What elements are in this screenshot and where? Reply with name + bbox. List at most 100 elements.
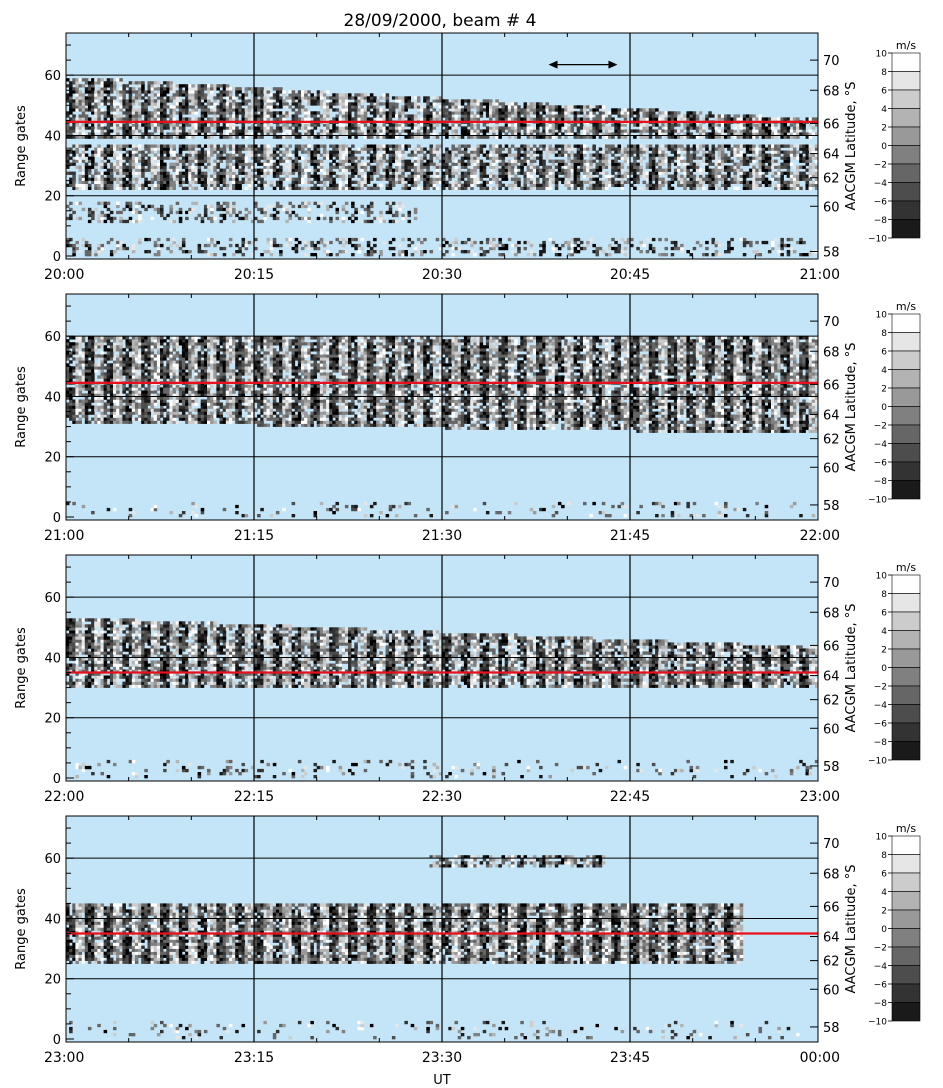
echo-cell <box>203 153 208 157</box>
echo-cell <box>122 84 126 88</box>
echo-cell <box>771 153 775 157</box>
echo-cell <box>460 114 465 118</box>
echo-cell <box>272 111 277 115</box>
echo-cell <box>131 108 136 112</box>
echo-cell <box>648 108 653 112</box>
echo-cell <box>181 123 186 127</box>
echo-cell <box>717 156 722 160</box>
echo-cell <box>410 135 415 139</box>
echo-cell <box>717 129 722 133</box>
echo-cell <box>730 153 734 157</box>
echo-cell <box>153 126 158 130</box>
echo-cell <box>467 108 471 112</box>
echo-cell <box>454 114 459 118</box>
echo-cell <box>470 186 474 191</box>
echo-cell <box>160 132 164 136</box>
echo-cell <box>172 108 177 112</box>
echo-cell <box>238 90 242 94</box>
echo-cell <box>285 156 289 160</box>
echo-cell <box>81 165 86 169</box>
echo-cell <box>438 144 443 148</box>
echo-cell <box>717 144 722 148</box>
echo-cell <box>520 171 524 175</box>
echo-cell <box>711 156 716 160</box>
echo-cell <box>369 156 374 160</box>
echo-cell <box>241 180 246 185</box>
echo-cell <box>429 114 434 118</box>
echo-cell <box>661 168 665 172</box>
echo-cell <box>191 135 195 139</box>
echo-cell <box>454 117 459 121</box>
echo-cell <box>617 147 622 151</box>
echo-cell <box>297 180 302 185</box>
echo-cell <box>448 126 452 130</box>
echo-cell <box>579 144 584 148</box>
echo-cell <box>391 180 396 185</box>
echo-cell <box>344 150 349 154</box>
echo-cell <box>589 126 593 130</box>
echo-cell <box>210 183 214 188</box>
echo-cell <box>203 114 208 118</box>
echo-cell <box>360 117 365 121</box>
echo-cell <box>160 99 164 103</box>
echo-cell <box>554 186 559 191</box>
echo-cell <box>147 147 152 151</box>
echo-cell <box>413 132 418 136</box>
echo-cell <box>413 165 418 169</box>
echo-cell <box>677 132 681 136</box>
echo-cell <box>617 135 622 139</box>
echo-cell <box>75 156 79 160</box>
echo-cell <box>222 84 227 88</box>
echo-cell <box>194 159 199 163</box>
echo-cell <box>651 186 656 191</box>
echo-cell <box>557 162 562 166</box>
echo-cell <box>297 123 302 127</box>
echo-cell <box>661 117 665 121</box>
echo-cell <box>97 180 101 185</box>
echo-cell <box>589 114 593 118</box>
echo-cell <box>369 93 374 97</box>
echo-cell <box>391 135 396 139</box>
echo-cell <box>651 156 656 160</box>
echo-cell <box>241 159 246 163</box>
echo-cell <box>564 183 568 188</box>
echo-cell <box>514 135 518 139</box>
echo-cell <box>724 159 728 163</box>
echo-cell <box>727 126 731 130</box>
echo-cell <box>188 90 192 94</box>
echo-cell <box>69 111 73 115</box>
echo-cell <box>297 186 302 191</box>
echo-cell <box>185 117 189 121</box>
echo-cell <box>188 183 192 188</box>
echo-cell <box>526 144 531 148</box>
echo-cell <box>319 186 324 191</box>
echo-cell <box>423 180 427 185</box>
echo-cell <box>363 99 368 103</box>
echo-cell <box>545 147 549 151</box>
echo-cell <box>348 117 352 121</box>
echo-cell <box>608 150 612 154</box>
echo-cell <box>645 144 650 148</box>
echo-cell <box>755 132 759 136</box>
echo-cell <box>272 162 277 166</box>
echo-cell <box>589 168 593 172</box>
echo-cell <box>542 117 546 121</box>
echo-cell <box>407 159 412 163</box>
echo-cell <box>178 93 183 97</box>
echo-cell <box>639 129 643 133</box>
echo-cell <box>329 105 333 109</box>
echo-cell <box>310 102 314 106</box>
echo-cell <box>598 165 603 169</box>
echo-cell <box>138 129 142 133</box>
echo-cell <box>379 183 383 188</box>
echo-cell <box>432 174 437 178</box>
echo-cell <box>354 180 358 185</box>
echo-cell <box>586 126 590 130</box>
echo-cell <box>727 171 731 175</box>
echo-cell <box>357 123 361 127</box>
echo-cell <box>297 126 302 130</box>
echo-cell <box>203 132 208 136</box>
echo-cell <box>260 93 264 97</box>
echo-cell <box>109 177 114 181</box>
echo-cell <box>216 126 220 130</box>
